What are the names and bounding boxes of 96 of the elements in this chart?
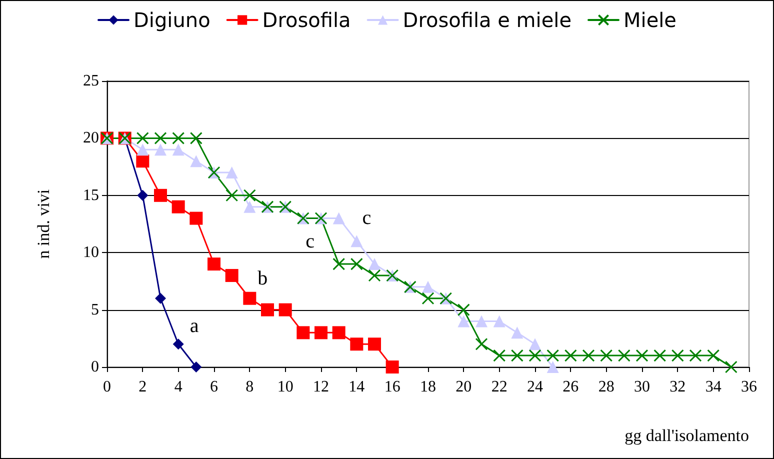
y-tick-label: 15 <box>83 186 99 204</box>
point <box>154 132 167 144</box>
point <box>654 349 666 362</box>
point <box>332 212 345 224</box>
point <box>350 235 363 248</box>
point <box>136 132 149 144</box>
point <box>582 349 595 362</box>
x-tick-label: 24 <box>527 378 543 396</box>
point <box>154 144 166 156</box>
point <box>190 155 202 168</box>
point <box>458 315 470 328</box>
x-tick-label: 28 <box>598 378 614 396</box>
point <box>510 349 524 362</box>
x-tick-label: 10 <box>277 378 294 396</box>
point <box>155 292 166 304</box>
point <box>244 200 256 213</box>
point <box>296 326 310 340</box>
point <box>368 258 380 270</box>
x-tick-label: 36 <box>741 378 757 396</box>
point <box>368 338 381 351</box>
x-tick-label: 12 <box>313 378 329 396</box>
legend-label: Drosofila e miele <box>402 8 572 32</box>
point <box>154 188 167 202</box>
x-tick-label: 18 <box>420 378 436 396</box>
legend-label: Miele <box>624 8 676 32</box>
point <box>243 189 256 202</box>
point <box>172 132 185 144</box>
point <box>190 132 202 144</box>
annotation: c <box>306 230 315 252</box>
x-tick-label: 8 <box>246 378 254 396</box>
x-tick-label: 26 <box>562 378 579 396</box>
point <box>724 360 738 374</box>
point <box>529 338 541 350</box>
point <box>172 338 184 350</box>
point <box>226 189 238 202</box>
point <box>671 349 684 362</box>
x-tick-label: 30 <box>634 378 650 396</box>
point <box>457 304 470 316</box>
point <box>493 349 506 362</box>
point <box>350 258 363 270</box>
point <box>564 349 577 362</box>
point <box>476 315 488 328</box>
point <box>528 349 542 362</box>
point <box>511 326 524 339</box>
point <box>137 190 148 201</box>
x-tick-label: 4 <box>174 378 182 396</box>
y-tick-label: 10 <box>83 244 99 262</box>
point <box>278 303 292 316</box>
x-tick-label: 6 <box>210 378 218 396</box>
point <box>190 212 203 225</box>
point <box>332 326 346 340</box>
point <box>422 292 434 305</box>
point <box>172 200 185 214</box>
point <box>190 362 202 372</box>
annotation: c <box>362 207 372 230</box>
y-tick-label: 20 <box>83 130 99 147</box>
x-tick-label: 2 <box>138 378 147 396</box>
point <box>368 269 381 282</box>
y-tick-label: 25 <box>83 72 99 90</box>
point <box>475 338 488 350</box>
y-tick-label: 0 <box>91 358 99 376</box>
point <box>225 268 238 282</box>
point <box>422 280 434 293</box>
point <box>546 361 559 373</box>
y-tick-label: 5 <box>91 301 99 318</box>
point <box>350 338 364 351</box>
point <box>172 144 184 156</box>
annotation: b <box>258 267 268 290</box>
x-tick-label: 16 <box>384 378 400 396</box>
x-tick-label: 34 <box>705 378 722 396</box>
legend-label: Drosofila <box>262 8 351 32</box>
x-tick-label: 22 <box>491 378 508 396</box>
point <box>136 144 149 156</box>
point <box>707 349 720 362</box>
point <box>136 154 150 168</box>
point <box>332 258 346 270</box>
point <box>226 166 238 179</box>
x-tick-label: 14 <box>348 378 365 396</box>
point <box>261 303 274 316</box>
point <box>546 349 560 362</box>
point <box>243 292 256 305</box>
legend-label: Digiuno <box>134 8 210 32</box>
point <box>493 315 506 328</box>
point <box>636 349 648 362</box>
annotation: a <box>190 315 199 338</box>
point <box>386 360 399 374</box>
point <box>314 326 328 340</box>
x-tick-label: 32 <box>670 378 686 396</box>
x-tick-label: 20 <box>456 378 472 396</box>
point <box>208 258 220 271</box>
point <box>618 349 630 362</box>
x-tick-label: 0 <box>103 378 111 396</box>
y-axis-title: n ind. vivi <box>34 189 53 259</box>
point <box>600 349 613 362</box>
point <box>689 349 702 362</box>
x-axis-title: gg dall'isolamento <box>624 426 749 445</box>
